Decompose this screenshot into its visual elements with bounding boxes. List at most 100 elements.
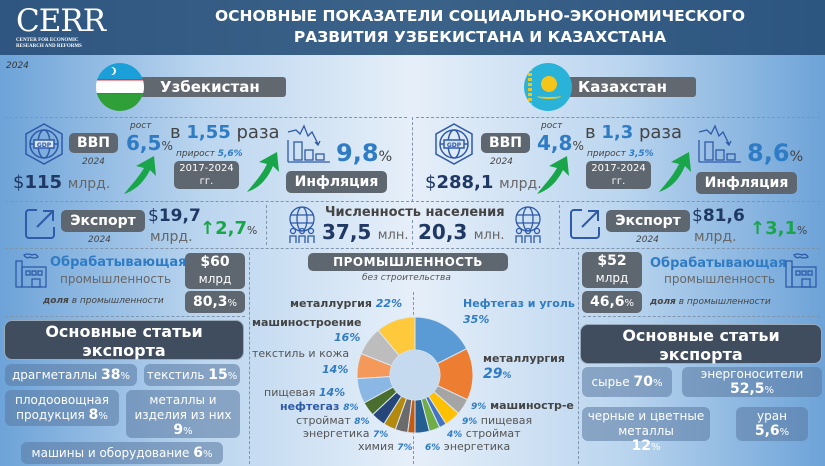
gdp-year-uz: 2024 xyxy=(82,157,105,167)
export-unit-kz: млрд. xyxy=(694,229,737,245)
gdp-badge-kz: ВВП xyxy=(481,133,530,153)
country-title-kz: Казахстан xyxy=(558,77,696,97)
divider xyxy=(412,220,413,245)
divider xyxy=(559,205,560,245)
manufacturing-title-kz: Обрабатывающая xyxy=(650,256,787,271)
increase-uz: прирост 5,6% xyxy=(176,149,243,159)
header: CERR CENTER FOR ECONOMIC RESEARCH AND RE… xyxy=(0,0,825,55)
manufacturing-sub-uz: промышленность xyxy=(60,272,172,286)
population-value-kz: 20,3 млн. xyxy=(418,220,505,244)
share-value-kz: 46,6% xyxy=(582,291,642,313)
export-item-kz: черные и цветные металлы 12% xyxy=(582,407,710,454)
export-growth-uz: ↑2,7% xyxy=(200,218,258,239)
svg-text:GDP: GDP xyxy=(37,142,52,149)
growth-label-kz: рост xyxy=(541,121,563,131)
page-title: ОСНОВНЫЕ ПОКАЗАТЕЛИ СОЦИАЛЬНО-ЭКОНОМИЧЕС… xyxy=(214,7,746,46)
gdp-year-kz: 2024 xyxy=(490,157,513,167)
multiplier-kz: в 1,3 раза xyxy=(585,122,683,143)
population-value-uz: 37,5 млн. xyxy=(322,220,409,244)
uzbekistan-flag-icon xyxy=(96,63,144,111)
manufacturing-title-uz: Обрабатывающая xyxy=(50,255,187,270)
gdp-globe-icon: GDP xyxy=(25,123,63,165)
chart-label: пищевая 14% xyxy=(264,386,346,399)
chart-label: 14% xyxy=(322,363,349,376)
manufacturing-value-uz: $60 млрд xyxy=(185,253,245,289)
export-item-uz: металлы и изделия из них 9% xyxy=(126,390,240,438)
gdp-value-kz: $288,1 млрд. xyxy=(425,172,542,193)
population-globe-icon xyxy=(515,206,541,243)
growth-value-kz: 4,8% xyxy=(537,131,584,155)
export-item-kz: энергоносители 52,5% xyxy=(682,367,822,397)
inflation-chart-icon xyxy=(698,124,741,163)
gdp-globe-icon: GDP xyxy=(435,123,473,165)
factory-icon xyxy=(15,253,47,288)
chart-label: химия 7% xyxy=(358,440,413,453)
export-growth-kz: ↑3,1% xyxy=(750,218,808,239)
inflation-chart-icon xyxy=(287,124,330,163)
population-globe-icon xyxy=(289,206,315,243)
export-item-kz: сырье 70% xyxy=(582,367,672,397)
export-unit-uz: млрд. xyxy=(150,229,193,245)
growth-label-uz: рост xyxy=(130,121,152,131)
inflation-badge-kz: Инфляция xyxy=(696,172,797,194)
gdp-badge-uz: ВВП xyxy=(69,133,118,153)
divider xyxy=(578,252,579,464)
divider xyxy=(412,117,413,202)
export-item-uz: драгметаллы 38% xyxy=(5,364,137,386)
svg-text:GDP: GDP xyxy=(447,142,462,149)
green-arrow-up-icon xyxy=(537,156,569,194)
chart-label: 35% xyxy=(463,313,490,326)
divider xyxy=(5,316,245,317)
chart-label: Нефтегаз и уголь xyxy=(463,297,575,310)
inflation-value-uz: 9,8% xyxy=(336,139,393,167)
chart-label: 4% строймат xyxy=(447,427,521,440)
chart-label: текстиль и кожа xyxy=(252,347,350,360)
inflation-badge-uz: Инфляция xyxy=(286,171,387,193)
export-value-uz: $19,7 xyxy=(148,206,201,226)
chart-label: металлургия 22% xyxy=(290,297,403,310)
export-item-uz: машины и оборудование 6% xyxy=(21,442,223,464)
chart-label: энергетика 7% xyxy=(303,427,389,440)
export-item-uz: плодоовощная продукция 8% xyxy=(5,390,119,426)
gdp-value-uz: $115 млрд. xyxy=(13,172,111,193)
period-badge-kz: 2017-2024 гг. xyxy=(586,161,651,189)
chart-label: строймат 8% xyxy=(296,414,370,427)
chart-label: металлургия xyxy=(483,352,565,365)
export-item-kz: уран 5,6% xyxy=(736,407,808,441)
inflation-value-kz: 8,6% xyxy=(747,139,804,167)
export-arrow-icon xyxy=(25,209,55,239)
country-title-uz: Узбекистан xyxy=(140,77,286,97)
export-arrow-icon xyxy=(570,209,600,239)
export-year-kz: 2024 xyxy=(636,235,659,245)
export-badge-kz: Экспорт xyxy=(606,210,690,232)
exports-title-kz: Основные статьи экспорта xyxy=(580,324,822,364)
industry-donut-chart xyxy=(356,316,474,434)
chart-label: машиностроение xyxy=(252,316,362,329)
chart-label: 29% xyxy=(483,366,512,382)
export-badge-uz: Экспорт xyxy=(61,210,145,232)
chart-label: нефтегаз 8% xyxy=(280,400,359,413)
multiplier-uz: в 1,55 раза xyxy=(170,122,280,143)
manufacturing-value-kz: $52 млрд xyxy=(582,252,642,288)
divider xyxy=(266,205,267,245)
divider xyxy=(249,252,250,464)
industry-subtitle: без строительства xyxy=(362,273,451,283)
share-value-uz: 80,3% xyxy=(185,291,245,313)
share-label-uz: доля в промышленности xyxy=(43,296,164,306)
increase-kz: прирост 3,5% xyxy=(587,149,654,159)
divider xyxy=(416,117,820,118)
green-arrow-up-icon xyxy=(124,156,156,194)
chart-label: 16% xyxy=(334,331,361,344)
chart-label: 9% пищевая xyxy=(462,414,533,427)
export-item-uz: текстиль 15% xyxy=(144,364,240,386)
divider xyxy=(583,316,820,317)
chart-label: 9% машиностр-е xyxy=(471,399,574,412)
year-label: 2024 xyxy=(6,61,29,71)
green-arrow-up-icon xyxy=(247,152,279,192)
manufacturing-sub-kz: промышленность xyxy=(664,272,776,286)
divider xyxy=(5,248,820,249)
divider xyxy=(5,117,407,118)
growth-value-uz: 6,5% xyxy=(126,131,173,155)
green-arrow-up-icon xyxy=(659,152,691,192)
period-badge-uz: 2017-2024 гг. xyxy=(174,161,239,189)
